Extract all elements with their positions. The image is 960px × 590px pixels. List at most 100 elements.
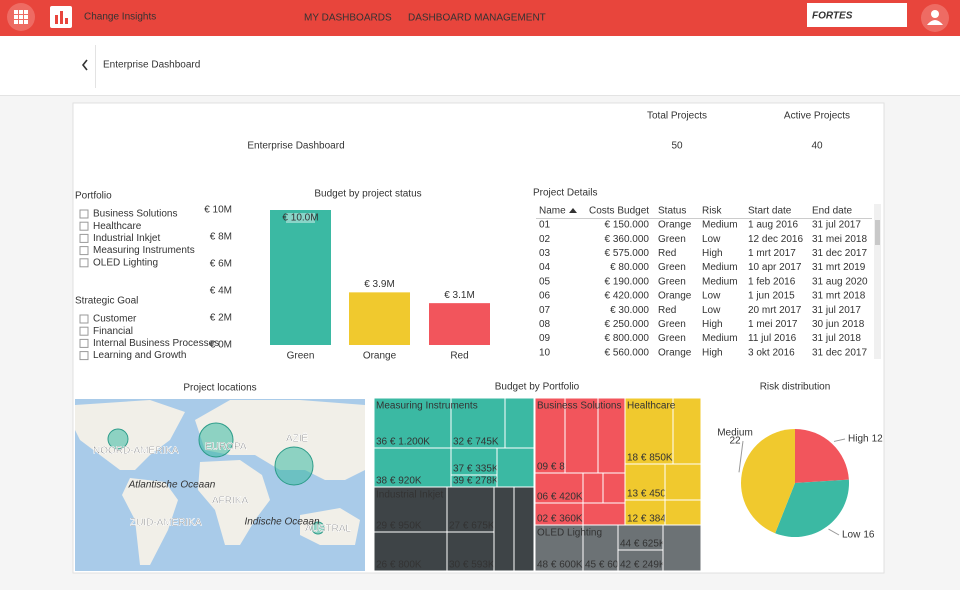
treemap-tile[interactable] — [534, 397, 566, 474]
tile-label: 18 € 850K — [627, 453, 673, 464]
table-cell: 31 dec 2017 — [812, 347, 867, 358]
table-cell: Orange — [658, 347, 692, 358]
table-cell: 1 jun 2015 — [748, 291, 795, 302]
column-header[interactable]: End date — [812, 206, 852, 217]
sub-header — [0, 36, 960, 95]
checkbox[interactable] — [79, 233, 89, 243]
filter-option: Learning and Growth — [93, 350, 186, 361]
table-cell: Low — [702, 305, 721, 316]
nav-link[interactable]: DASHBOARD MANAGEMENT — [408, 13, 546, 24]
filter-option: OLED Lighting — [93, 257, 158, 268]
filter-option: Healthcare — [93, 221, 142, 232]
treemap-tile[interactable] — [450, 397, 506, 449]
land — [75, 400, 365, 565]
table-cell: 03 — [539, 248, 551, 259]
table-cell: 10 apr 2017 — [748, 262, 802, 273]
app-title: Change Insights — [84, 12, 156, 23]
user-icon — [931, 10, 939, 18]
pie-slice[interactable] — [741, 429, 795, 534]
treemap-tile[interactable] — [624, 397, 674, 465]
table-cell: Orange — [658, 220, 692, 231]
table-cell: 1 mrt 2017 — [748, 248, 796, 259]
table-cell: 10 — [539, 347, 551, 358]
tile-label: 13 € 450K — [627, 489, 673, 500]
x-tick-label: Red — [450, 351, 468, 362]
table-cell: 11 jul 2016 — [748, 333, 797, 344]
checkbox[interactable] — [79, 314, 89, 324]
tile-label: 26 € 800K — [376, 560, 422, 571]
group-label: OLED Lighting — [537, 528, 602, 539]
treemap-tile[interactable] — [493, 486, 515, 572]
treemap-tile[interactable] — [582, 502, 626, 526]
table-cell: 31 jul 2017 — [812, 220, 861, 231]
treemap-tile[interactable] — [564, 397, 599, 474]
treemap-tile[interactable] — [582, 472, 604, 504]
section-title: Project locations — [183, 383, 256, 394]
table-cell: Green — [658, 276, 686, 287]
filter-title: Strategic Goal — [75, 296, 138, 307]
scrollbar[interactable] — [874, 204, 881, 359]
column-header[interactable]: Name — [539, 206, 566, 217]
treemap-tile[interactable] — [624, 463, 666, 501]
pie-slice[interactable] — [775, 479, 850, 537]
treemap-tile[interactable] — [513, 486, 535, 572]
sort-arrow — [569, 208, 577, 213]
treemap-tile[interactable] — [582, 524, 619, 572]
treemap-tile[interactable] — [664, 463, 702, 501]
treemap-tile[interactable] — [664, 499, 702, 526]
y-tick-label: € 2M — [210, 313, 232, 324]
leader-line — [828, 528, 840, 536]
top-bar — [0, 0, 960, 36]
table-cell: 01 — [539, 220, 551, 231]
nav-link[interactable]: MY DASHBOARDS — [304, 13, 392, 24]
treemap-tile[interactable] — [446, 486, 495, 533]
table-cell: 07 — [539, 305, 551, 316]
page-title: Enterprise Dashboard — [103, 60, 200, 71]
treemap-tile[interactable] — [373, 531, 448, 572]
table-cell: Green — [658, 234, 686, 245]
scrollbar-thumb[interactable] — [875, 220, 880, 245]
table-cell: 31 mei 2018 — [812, 234, 867, 245]
value-label: € 3.1M — [444, 290, 475, 301]
treemap-tile[interactable] — [672, 397, 702, 465]
filter-option: Business Solutions — [93, 209, 178, 220]
back-button[interactable] — [81, 59, 88, 71]
checkbox[interactable] — [79, 221, 89, 231]
checkbox[interactable] — [79, 258, 89, 268]
treemap-tile[interactable] — [373, 486, 448, 533]
checkbox[interactable] — [79, 351, 89, 361]
table-cell: 1 mei 2017 — [748, 319, 798, 330]
treemap-tile[interactable] — [534, 524, 584, 572]
column-header[interactable]: Status — [658, 206, 686, 217]
treemap-tile[interactable] — [504, 397, 535, 449]
checkbox[interactable] — [79, 338, 89, 348]
table-cell: High — [702, 347, 723, 358]
column-header[interactable]: Costs Budget — [589, 206, 649, 217]
column-header[interactable]: Start date — [748, 206, 792, 217]
table-cell: 31 dec 2017 — [812, 248, 867, 259]
table-cell: € 800.000 — [605, 333, 650, 344]
table-cell: 12 dec 2016 — [748, 234, 803, 245]
kpi-label: Total Projects — [647, 111, 707, 122]
treemap-tile[interactable] — [534, 472, 584, 504]
treemap-tile[interactable] — [602, 472, 626, 504]
y-tick-label: € 6M — [210, 259, 232, 270]
location-bubble — [107, 422, 325, 535]
treemap-tile[interactable] — [450, 447, 498, 476]
logo: FORTES — [812, 11, 853, 22]
checkbox[interactable] — [79, 326, 89, 336]
pie-label: Medium — [717, 428, 753, 439]
tile-label: 06 € 420K — [537, 492, 583, 503]
checkbox[interactable] — [79, 209, 89, 219]
treemap-tile[interactable] — [496, 447, 535, 488]
bar — [429, 303, 490, 345]
table-cell: 02 — [539, 234, 551, 245]
pie-slice[interactable] — [795, 429, 849, 483]
treemap-tile[interactable] — [662, 524, 702, 572]
bar — [349, 292, 410, 345]
table-cell: 31 jul 2018 — [812, 333, 861, 344]
checkbox[interactable] — [79, 246, 89, 256]
table-cell: 31 jul 2017 — [812, 305, 861, 316]
column-header[interactable]: Risk — [702, 206, 722, 217]
